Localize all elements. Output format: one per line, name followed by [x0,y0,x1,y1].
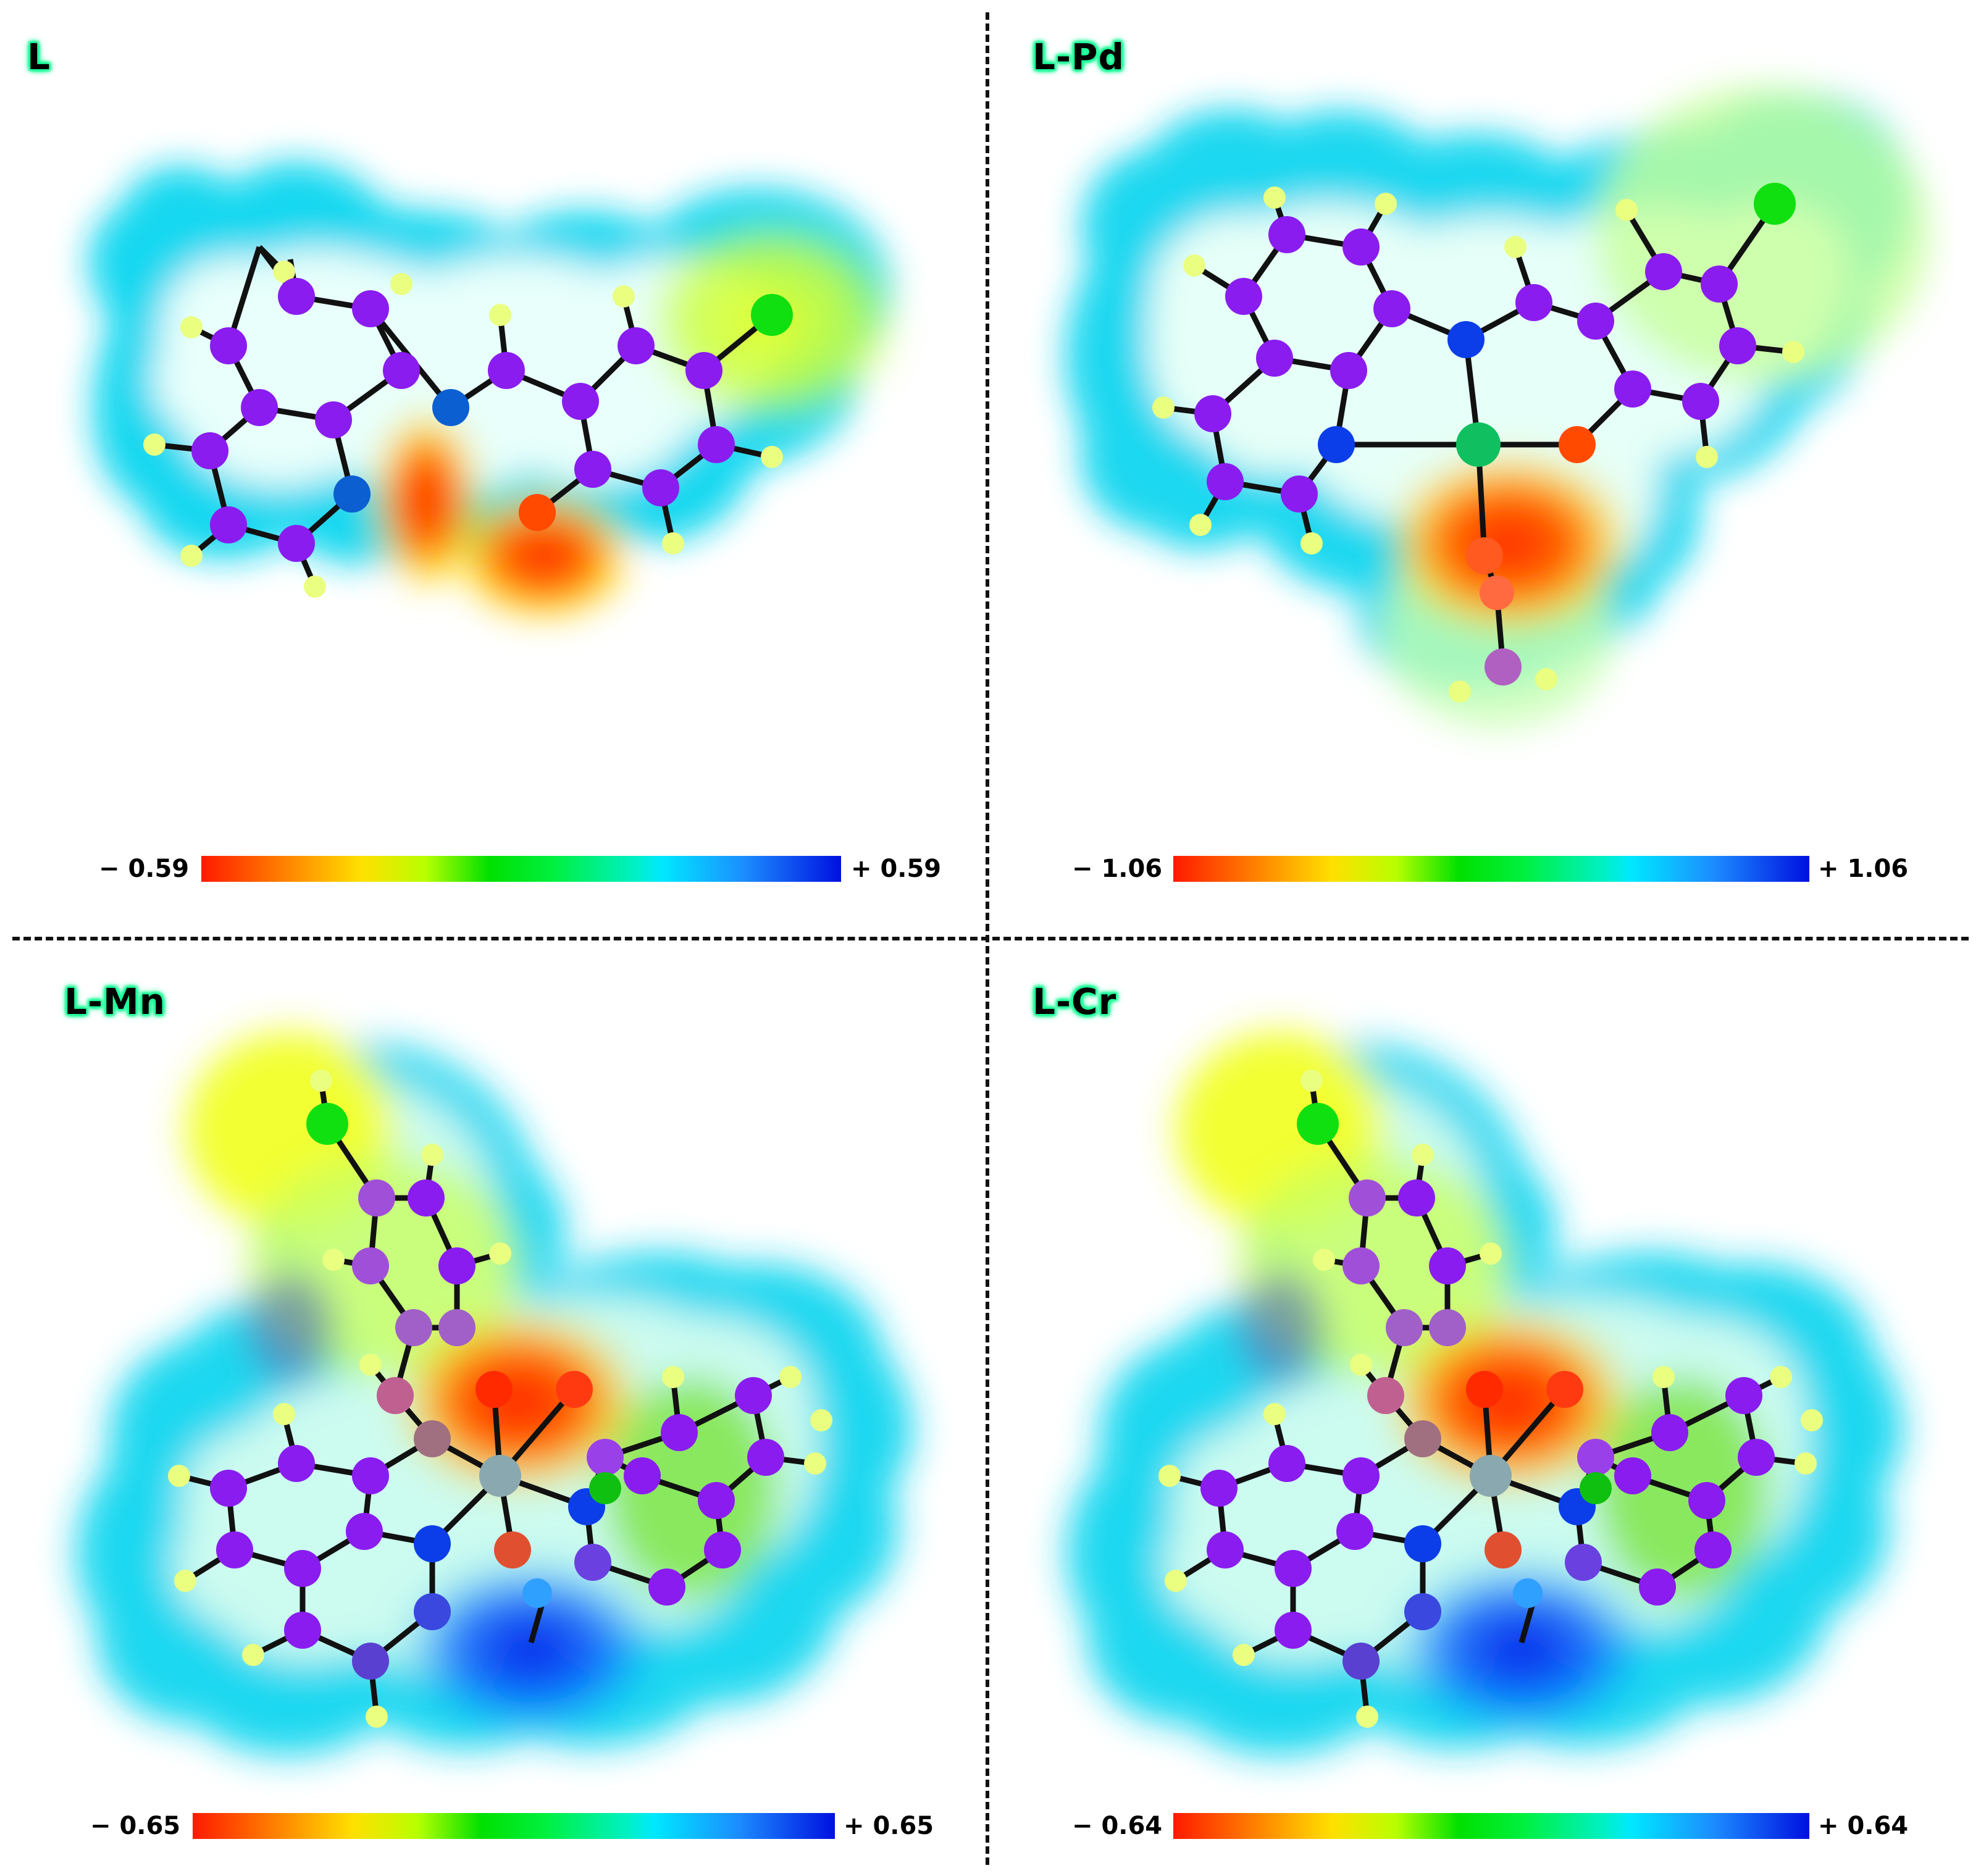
colorbar [201,856,841,882]
esp-map-L-Pd [1065,86,1929,729]
panel-title: L [27,36,51,78]
panel-title: L-Pd [1032,36,1125,78]
colorbar-min-label: − 0.59 [99,855,190,883]
colorbar-min-label: − 0.64 [1072,1812,1163,1840]
colorbar-max-label: + 0.59 [851,855,942,883]
panel-L-Mn: L-Mn − 0.65 + 0.65 [0,945,963,1871]
colorbar-min-label: − 1.06 [1072,855,1163,883]
esp-map-L [88,161,902,624]
horizontal-divider [12,937,1969,940]
esp-map-L-Mn [76,1031,913,1756]
colorbar-max-label: + 0.65 [844,1812,934,1840]
panel-L-Pd: L-Pd − 1.06 + 1.06 [990,0,1954,926]
colorbar-min-label: − 0.65 [90,1812,181,1840]
panel-title: L-Mn [64,981,166,1023]
panel-L-Cr: L-Cr − 0.64 + 0.64 [990,945,1954,1871]
colorbar-max-label: + 1.06 [1818,855,1909,883]
esp-map-L-Cr [1066,1031,1903,1756]
panel-L: L − 0.59 + 0.59 [0,0,963,926]
colorbar [193,1813,835,1839]
panel-title: L-Cr [1032,981,1117,1023]
colorbar [1173,856,1809,882]
colorbar-max-label: + 0.64 [1818,1812,1909,1840]
colorbar [1173,1813,1809,1839]
